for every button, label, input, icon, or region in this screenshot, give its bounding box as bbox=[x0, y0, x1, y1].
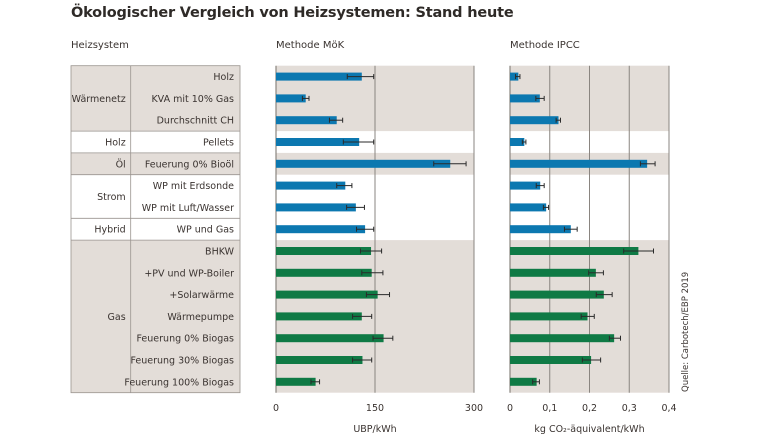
bar bbox=[276, 334, 384, 343]
left-chart-title: Methode MöK bbox=[276, 40, 345, 51]
bar bbox=[276, 377, 316, 386]
table-border bbox=[70, 65, 241, 394]
group-label: Strom bbox=[97, 192, 126, 203]
category-label: Durchschnitt CH bbox=[157, 116, 234, 127]
group-label: Wärmenetz bbox=[72, 94, 126, 105]
bar bbox=[276, 268, 372, 277]
table-group-band bbox=[71, 65, 240, 132]
group-label: Holz bbox=[105, 138, 126, 149]
x-tick-label: 0 bbox=[507, 403, 513, 414]
bar bbox=[276, 138, 360, 146]
bar bbox=[510, 181, 541, 190]
bar bbox=[510, 138, 525, 146]
x-axis-label: kg CO₂-äquivalent/kWh bbox=[534, 424, 644, 435]
bar bbox=[276, 203, 356, 212]
category-label: Pellets bbox=[203, 138, 234, 149]
bar bbox=[510, 116, 559, 125]
bar bbox=[276, 72, 362, 81]
right-chart-title: Methode IPCC bbox=[510, 40, 580, 51]
table-group-band bbox=[71, 152, 240, 175]
category-label: Feuerung 0% Biogas bbox=[136, 334, 234, 345]
x-tick-label: 150 bbox=[366, 403, 384, 414]
x-tick-label: 0,2 bbox=[582, 403, 597, 414]
category-label: WP und Gas bbox=[177, 225, 234, 236]
source-note: Quelle: Carbotech/EBP 2019 bbox=[681, 272, 691, 392]
bar bbox=[510, 334, 615, 343]
bar bbox=[276, 225, 366, 234]
bar bbox=[276, 247, 372, 255]
bar bbox=[510, 225, 571, 234]
category-label: Feuerung 100% Biogas bbox=[124, 377, 234, 388]
bar bbox=[276, 181, 346, 190]
x-tick-label: 300 bbox=[465, 403, 483, 414]
bar bbox=[276, 159, 451, 168]
bar bbox=[276, 116, 337, 125]
x-tick-label: 0,3 bbox=[622, 403, 637, 414]
bar bbox=[510, 377, 537, 386]
category-label: Feuerung 30% Biogas bbox=[130, 356, 234, 367]
bar bbox=[510, 203, 547, 212]
bar bbox=[510, 268, 596, 277]
group-label: Hybrid bbox=[94, 225, 125, 236]
group-label: Öl bbox=[116, 159, 126, 170]
bar bbox=[510, 159, 648, 168]
table-group-band bbox=[71, 240, 240, 393]
bar bbox=[276, 312, 362, 321]
bar bbox=[510, 94, 540, 103]
table-header: Heizsystem bbox=[71, 40, 129, 51]
x-axis-label: UBP/kWh bbox=[353, 424, 396, 435]
category-label: Holz bbox=[213, 72, 234, 83]
bar bbox=[510, 247, 639, 255]
bar bbox=[276, 356, 363, 364]
bar bbox=[276, 94, 306, 103]
category-label: WP mit Erdsonde bbox=[153, 181, 234, 192]
category-label: +Solarwärme bbox=[169, 290, 234, 301]
chart-title: Ökologischer Vergleich von Heizsystemen:… bbox=[71, 5, 514, 21]
category-label: KVA mit 10% Gas bbox=[151, 94, 234, 105]
x-tick-label: 0,4 bbox=[661, 403, 676, 414]
category-label: +PV und WP-Boiler bbox=[144, 268, 234, 279]
bar bbox=[510, 356, 592, 364]
bar bbox=[510, 290, 604, 299]
category-label: Feuerung 0% Bioöl bbox=[145, 159, 234, 170]
category-label: Wärmepumpe bbox=[167, 312, 234, 323]
bar bbox=[510, 312, 588, 321]
bar bbox=[510, 72, 519, 81]
x-tick-label: 0 bbox=[273, 403, 279, 414]
group-label: Gas bbox=[108, 312, 126, 323]
category-label: BHKW bbox=[205, 247, 235, 258]
category-label: WP mit Luft/Wasser bbox=[142, 203, 234, 214]
bar bbox=[276, 290, 378, 299]
x-tick-label: 0,1 bbox=[542, 403, 557, 414]
